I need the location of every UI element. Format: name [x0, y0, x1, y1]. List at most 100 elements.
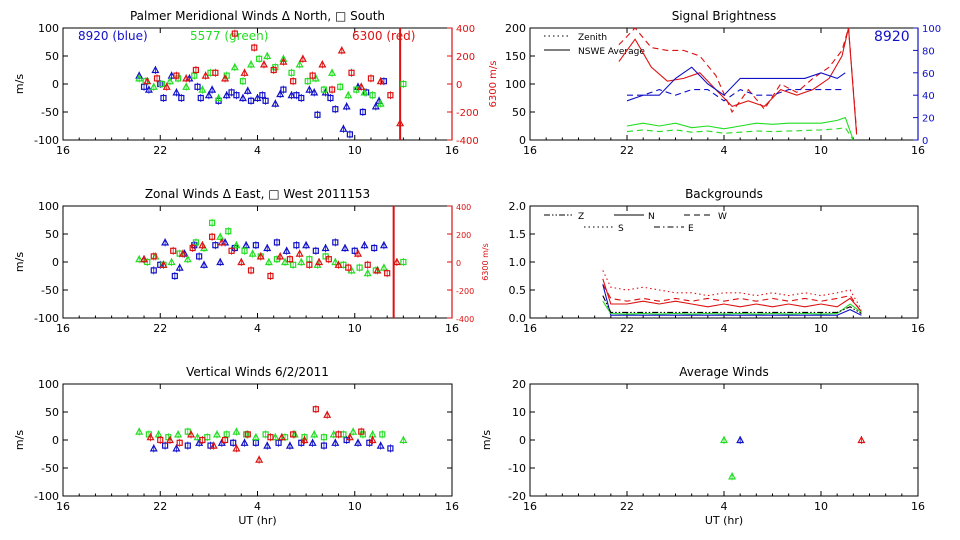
x-tick-label: 16	[911, 322, 925, 335]
right-tick-label: 80	[922, 46, 935, 57]
data-point	[310, 430, 319, 438]
legend-label: E	[688, 224, 694, 234]
x-tick-label: 16	[445, 144, 459, 157]
annotation-blue: 8920 (blue)	[78, 29, 148, 43]
right-tick-label: -200	[456, 108, 479, 119]
data-point	[196, 253, 203, 260]
y-tick-label: 100	[38, 22, 59, 35]
data-point	[143, 76, 152, 85]
data-point	[184, 442, 191, 449]
right-tick-label: 400	[456, 24, 475, 35]
right-tick-label: 0	[456, 80, 462, 91]
data-point	[305, 85, 314, 93]
average-panel: Average Winds 16 22 4 10 16 20 10 0 -10 -20 m/s UT (…	[480, 365, 925, 527]
data-point	[270, 66, 277, 74]
right-tick-label: -400	[456, 136, 479, 147]
data-point	[288, 69, 295, 76]
data-point	[248, 249, 257, 257]
data-point	[308, 438, 317, 446]
data-point	[337, 46, 346, 54]
data-point	[323, 410, 332, 418]
legend-label: N	[648, 212, 655, 222]
data-point	[353, 249, 363, 257]
data-point	[170, 247, 177, 254]
data-point	[379, 263, 388, 271]
data-point	[149, 444, 158, 452]
y-tick-label: 100	[38, 378, 59, 391]
x-tick-label: 22	[620, 144, 634, 157]
data-point	[297, 257, 306, 266]
right-tick-label: 60	[922, 69, 935, 80]
vertical-panel: Vertical Winds 6/2/2011 16 22 4 10 16 100 50 0 -5…	[13, 365, 459, 527]
data-point	[232, 444, 241, 452]
data-point	[293, 242, 300, 249]
x-tick-label: 4	[254, 322, 261, 335]
data-point	[160, 94, 167, 102]
backgrounds-title: Backgrounds	[685, 187, 763, 201]
data-point	[230, 62, 239, 71]
x-tick-label: 22	[153, 500, 167, 513]
data-point	[150, 267, 157, 274]
data-point	[325, 256, 332, 263]
brightness-series-line	[618, 27, 858, 135]
data-point	[252, 242, 259, 249]
data-point	[198, 85, 207, 93]
data-point	[212, 430, 221, 438]
x-tick-label: 22	[620, 500, 634, 513]
data-point	[255, 455, 264, 463]
data-point	[192, 239, 200, 246]
x-tick-label: 4	[721, 500, 728, 513]
data-point	[216, 232, 225, 240]
data-point	[364, 261, 371, 268]
data-point	[396, 118, 405, 127]
data-point	[392, 257, 401, 266]
data-point	[400, 80, 407, 88]
data-point	[135, 74, 144, 82]
data-point	[331, 438, 340, 446]
data-point	[182, 82, 191, 90]
backgrounds-series-line	[602, 300, 862, 315]
data-point	[240, 438, 249, 446]
data-point	[337, 83, 344, 90]
y-tick-label: -50	[41, 284, 59, 297]
x-tick-label: 10	[348, 322, 362, 335]
data-point	[241, 247, 248, 254]
data-point	[264, 257, 273, 266]
brightness-series-line	[627, 88, 846, 102]
data-point	[315, 257, 324, 266]
data-point	[290, 78, 297, 85]
data-point	[194, 83, 201, 90]
data-point	[253, 93, 262, 102]
data-point	[345, 432, 354, 441]
data-point	[306, 261, 313, 268]
data-point	[335, 431, 342, 438]
y-tick-label: -100	[34, 490, 59, 503]
data-point	[293, 92, 300, 99]
backgrounds-series-line	[602, 295, 862, 314]
data-point	[290, 261, 297, 268]
data-point	[176, 439, 183, 446]
data-point	[209, 219, 216, 226]
data-point	[256, 252, 265, 260]
data-point	[357, 82, 366, 90]
x-tick-label: 16	[523, 144, 537, 157]
data-point	[178, 249, 187, 257]
data-point	[244, 431, 251, 438]
right-tick-label: 400	[456, 203, 471, 212]
legend-label: W	[718, 212, 727, 222]
data-point	[321, 243, 330, 252]
x-axis-label: UT (hr)	[705, 514, 743, 527]
brightness-series-line	[618, 27, 858, 132]
y-tick-label: 0	[52, 256, 59, 269]
data-point	[187, 430, 196, 438]
right-tick-label: 40	[922, 91, 935, 102]
data-point	[400, 258, 407, 266]
data-point	[346, 131, 353, 138]
data-point	[331, 257, 340, 266]
data-point	[379, 431, 386, 438]
zonal-panel: Zonal Winds Δ East, □ West 2011153 16 22 4 1…	[13, 187, 490, 335]
x-tick-label: 10	[814, 322, 828, 335]
data-point	[209, 441, 218, 449]
data-point	[172, 88, 181, 96]
data-point	[232, 240, 241, 249]
